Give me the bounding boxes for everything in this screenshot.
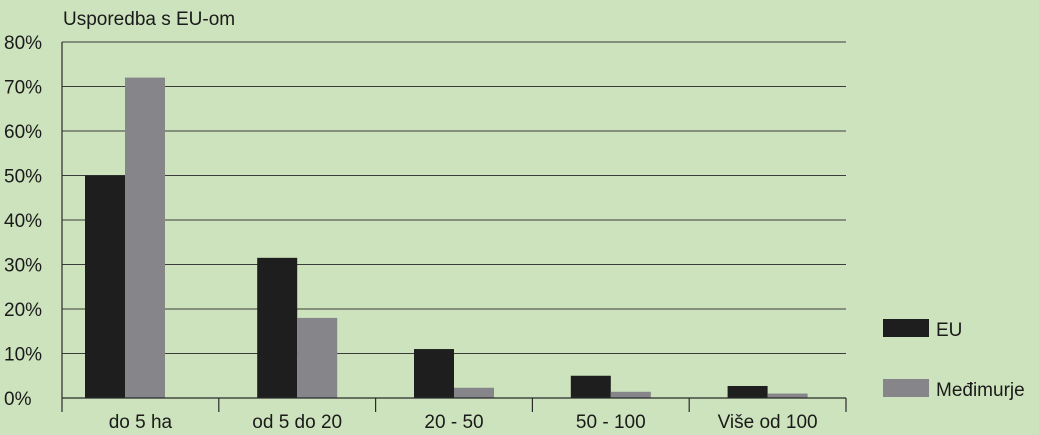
y-tick-label: 60%: [4, 122, 42, 143]
bar-eu: [257, 257, 298, 398]
gridlines: [62, 41, 846, 354]
bars: [85, 77, 808, 398]
x-category-label: 50 - 100: [576, 412, 646, 433]
x-category-label: Više od 100: [718, 412, 818, 433]
bar-eu: [85, 175, 125, 398]
legend-swatch: [883, 319, 929, 337]
bar-me-imurje: [610, 391, 651, 398]
legend: EU Međimurje: [883, 319, 1025, 401]
bar-me-imurje: [454, 387, 494, 398]
bar-eu: [727, 385, 768, 398]
axes: [61, 42, 847, 412]
y-tick-label: 80%: [4, 33, 42, 54]
y-tick-label: 30%: [4, 256, 42, 277]
bar-me-imurje: [125, 77, 165, 398]
legend-swatch: [883, 379, 929, 397]
bar-me-imurje: [767, 393, 808, 398]
x-category-label: od 5 do 20: [252, 412, 342, 433]
y-tick-label: 0%: [4, 389, 32, 410]
x-category-label: do 5 ha: [109, 412, 173, 433]
y-tick-labels: 0% 10% 20% 30% 40% 50% 60% 70% 80%: [4, 33, 42, 410]
bar-me-imurje: [297, 317, 338, 398]
legend-label: EU: [936, 320, 962, 341]
x-category-labels: do 5 ha od 5 do 20 20 - 50 50 - 100 Više od …: [109, 412, 818, 433]
legend-label: Međimurje: [936, 380, 1025, 401]
bar-eu: [414, 349, 454, 398]
chart-title: Usporedba s EU-om: [63, 9, 235, 30]
y-tick-label: 40%: [4, 211, 42, 232]
x-category-label: 20 - 50: [424, 412, 483, 433]
y-tick-label: 20%: [4, 300, 42, 321]
y-tick-label: 50%: [4, 167, 42, 188]
y-tick-label: 70%: [4, 78, 42, 99]
bar-eu: [570, 375, 611, 398]
y-tick-label: 10%: [4, 345, 42, 366]
